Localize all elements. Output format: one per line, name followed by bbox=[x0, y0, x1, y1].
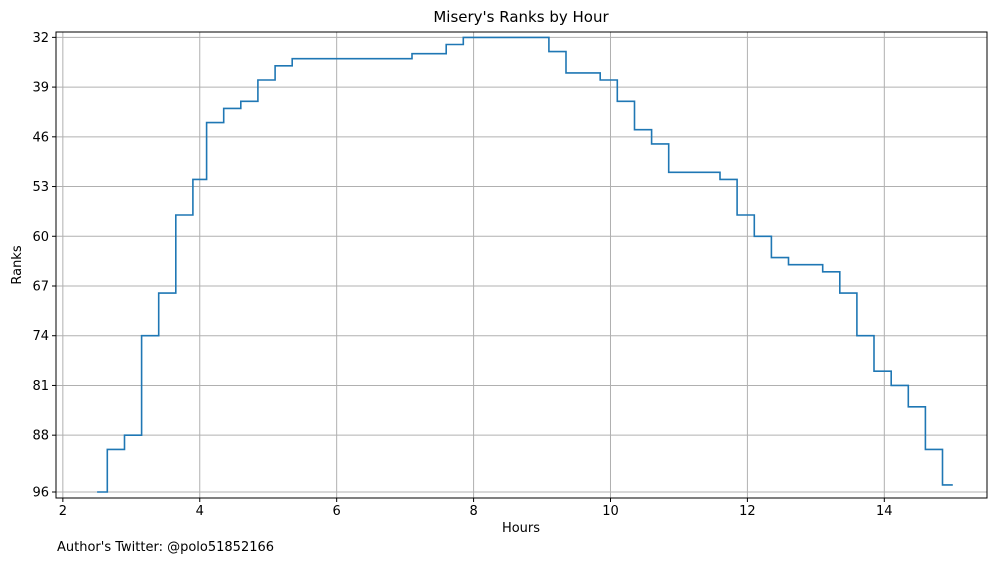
x-tick-label: 2 bbox=[59, 504, 67, 519]
x-tick-label: 6 bbox=[333, 504, 341, 519]
x-tick-label: 14 bbox=[876, 504, 893, 519]
x-tick-label: 8 bbox=[469, 504, 477, 519]
series-layer bbox=[97, 36, 953, 493]
grid-layer bbox=[56, 32, 987, 498]
y-tick-label: 39 bbox=[32, 81, 49, 96]
y-axis-label: Ranks bbox=[10, 245, 25, 284]
y-tick-label: 60 bbox=[32, 230, 49, 245]
y-tick-label: 81 bbox=[32, 379, 49, 394]
x-tick-label: 10 bbox=[602, 504, 619, 519]
x-axis-label: Hours bbox=[502, 521, 540, 536]
series-line-0 bbox=[97, 36, 953, 493]
plot-frame bbox=[55, 31, 988, 499]
chart-title: Misery's Ranks by Hour bbox=[433, 8, 609, 26]
x-tick-label: 4 bbox=[196, 504, 204, 519]
y-tick-label: 67 bbox=[32, 279, 49, 294]
y-tick-label: 88 bbox=[32, 429, 49, 444]
y-tick-label: 96 bbox=[32, 486, 49, 501]
y-tick-label: 46 bbox=[32, 130, 49, 145]
author-footnote: Author's Twitter: @polo51852166 bbox=[57, 540, 274, 555]
y-tick-label: 32 bbox=[32, 31, 49, 46]
x-tick-label: 12 bbox=[739, 504, 756, 519]
y-tick-label: 74 bbox=[32, 329, 49, 344]
y-tick-label: 53 bbox=[32, 180, 49, 195]
